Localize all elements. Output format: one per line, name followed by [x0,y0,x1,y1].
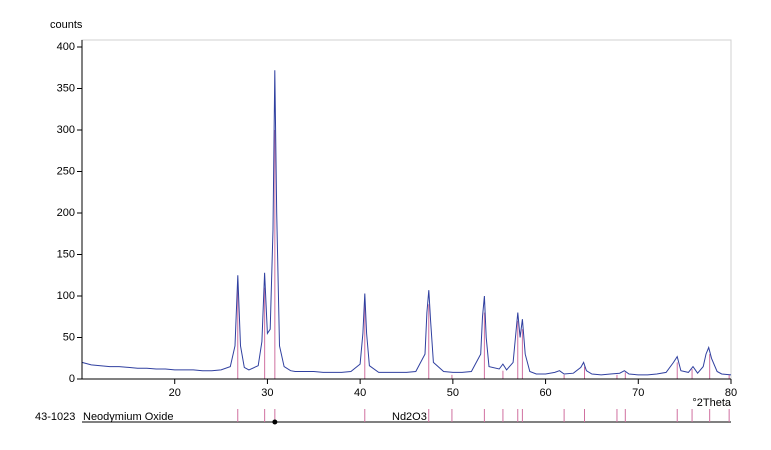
y-tick-label: 300 [57,124,75,136]
reference-name: Neodymium Oxide [83,411,173,423]
reference-marker [272,419,278,425]
y-tick-label: 350 [57,82,75,94]
reference-code: 43-1023 [35,411,75,423]
y-axis-label: counts [50,19,83,31]
x-tick-label: 20 [169,387,181,399]
x-tick-label: 30 [261,387,273,399]
y-tick-label: 0 [69,373,75,385]
x-tick-label: 70 [632,387,644,399]
x-tick-label: 60 [539,387,551,399]
plot-frame [81,39,732,380]
x-tick-label: 80 [725,387,737,399]
x-axis-label: °2Theta [692,397,732,409]
y-tick-label: 100 [57,290,75,302]
y-tick-label: 250 [57,165,75,177]
x-tick-label: 40 [354,387,366,399]
y-tick-label: 200 [57,207,75,219]
x-tick-label: 50 [447,387,459,399]
y-tick-label: 400 [57,41,75,53]
y-tick-label: 50 [63,331,75,343]
pattern-line [81,70,732,376]
reference-formula: Nd2O3 [392,411,427,423]
y-tick-label: 150 [57,248,75,260]
